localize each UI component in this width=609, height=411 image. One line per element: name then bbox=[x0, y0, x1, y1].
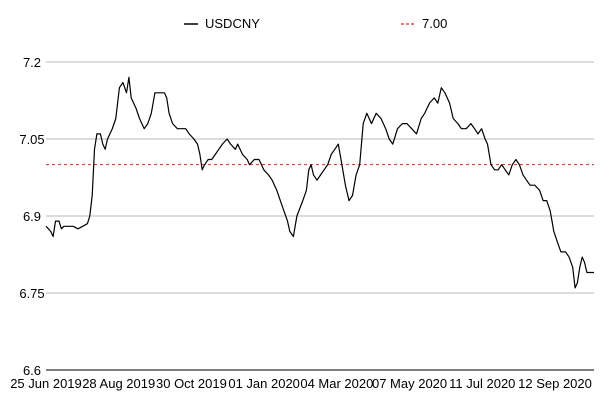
x-tick-label: 25 Jun 2019 bbox=[10, 376, 82, 391]
x-tick-label: 28 Aug 2019 bbox=[82, 376, 155, 391]
y-tick-label: 7.2 bbox=[23, 55, 41, 70]
x-tick-label: 30 Oct 2019 bbox=[156, 376, 227, 391]
legend-label-usdcny: USDCNY bbox=[205, 16, 260, 31]
legend: USDCNY 7.00 bbox=[184, 16, 447, 31]
legend-label-7-00: 7.00 bbox=[422, 16, 447, 31]
x-tick-label: 04 Mar 2020 bbox=[300, 376, 373, 391]
y-tick-label: 7.05 bbox=[19, 132, 44, 147]
y-tick-label: 6.6 bbox=[23, 363, 41, 378]
grid-lines bbox=[46, 61, 594, 294]
y-axis-ticks: 6.6 6.75 6.9 7.05 7.2 bbox=[19, 55, 44, 378]
x-tick-label: 01 Jan 2020 bbox=[228, 376, 300, 391]
usdcny-series-line bbox=[45, 76, 594, 289]
y-tick-label: 6.9 bbox=[23, 209, 41, 224]
y-tick-label: 6.75 bbox=[19, 286, 44, 301]
x-axis-ticks: 25 Jun 2019 28 Aug 2019 30 Oct 2019 01 Jan … bbox=[10, 376, 592, 391]
x-tick-label: 07 May 2020 bbox=[372, 376, 447, 391]
x-tick-label: 12 Sep 2020 bbox=[518, 376, 592, 391]
x-tick-label: 11 Jul 2020 bbox=[449, 376, 515, 391]
